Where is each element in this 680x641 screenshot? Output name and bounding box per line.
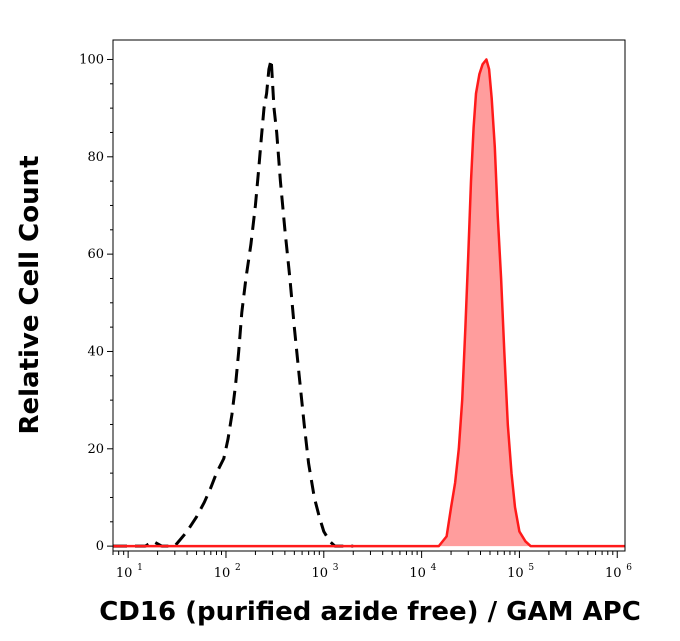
y-tick-label: 0 [96,539,104,554]
x-axis-title: CD16 (purified azide free) / GAM APC [99,597,641,627]
x-tick-label: 10 [116,566,133,581]
plot-frame [112,39,626,552]
y-tick-label: 60 [87,247,104,262]
x-tick-exponent: 1 [137,563,143,573]
x-tick-exponent: 5 [528,563,534,573]
y-tick-label: 100 [79,52,104,67]
x-tick-label: 10 [312,566,329,581]
x-tick-exponent: 3 [333,563,339,573]
x-tick-exponent: 6 [626,563,632,573]
x-tick-label: 10 [409,566,426,581]
x-tick-label: 10 [214,566,231,581]
y-tick-label: 20 [87,442,104,457]
series-1-area [113,59,625,547]
series-1-line [113,58,625,548]
x-tick-exponent: 2 [235,563,241,573]
x-tick-label: 10 [507,566,524,581]
y-axis-title: Relative Cell Count [15,155,45,434]
y-tick-label: 80 [87,150,104,165]
x-tick-label: 10 [605,566,622,581]
x-tick-exponent: 4 [431,563,437,573]
series-layer [113,58,625,548]
series-0-line [113,58,354,548]
y-tick-label: 40 [87,344,104,359]
